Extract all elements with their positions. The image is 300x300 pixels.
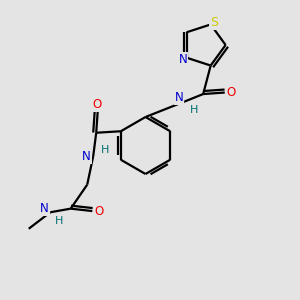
Text: N: N [82, 150, 91, 163]
Text: N: N [175, 92, 184, 104]
Text: H: H [55, 216, 64, 226]
Text: H: H [100, 145, 109, 154]
Text: O: O [94, 205, 104, 218]
Text: S: S [210, 16, 218, 28]
Text: O: O [227, 86, 236, 99]
Text: N: N [178, 53, 187, 66]
Text: O: O [92, 98, 101, 111]
Text: N: N [40, 202, 49, 215]
Text: H: H [189, 105, 198, 115]
